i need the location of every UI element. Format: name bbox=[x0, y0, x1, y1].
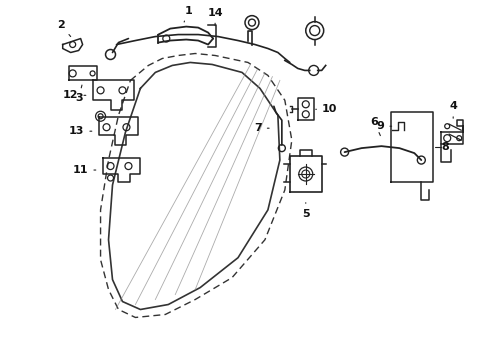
Text: 14: 14 bbox=[207, 8, 223, 26]
Text: 1: 1 bbox=[184, 6, 192, 22]
Text: 3: 3 bbox=[75, 85, 82, 103]
Text: 4: 4 bbox=[448, 101, 456, 118]
Text: 12: 12 bbox=[63, 90, 86, 100]
Text: 7: 7 bbox=[254, 123, 268, 133]
Text: 2: 2 bbox=[57, 19, 71, 37]
Text: 10: 10 bbox=[315, 104, 337, 114]
Text: 13: 13 bbox=[69, 126, 92, 136]
Text: 5: 5 bbox=[301, 203, 309, 219]
Text: 11: 11 bbox=[73, 165, 96, 175]
Text: 6: 6 bbox=[370, 117, 380, 136]
Text: 9: 9 bbox=[376, 121, 391, 131]
Text: 8: 8 bbox=[441, 142, 448, 152]
